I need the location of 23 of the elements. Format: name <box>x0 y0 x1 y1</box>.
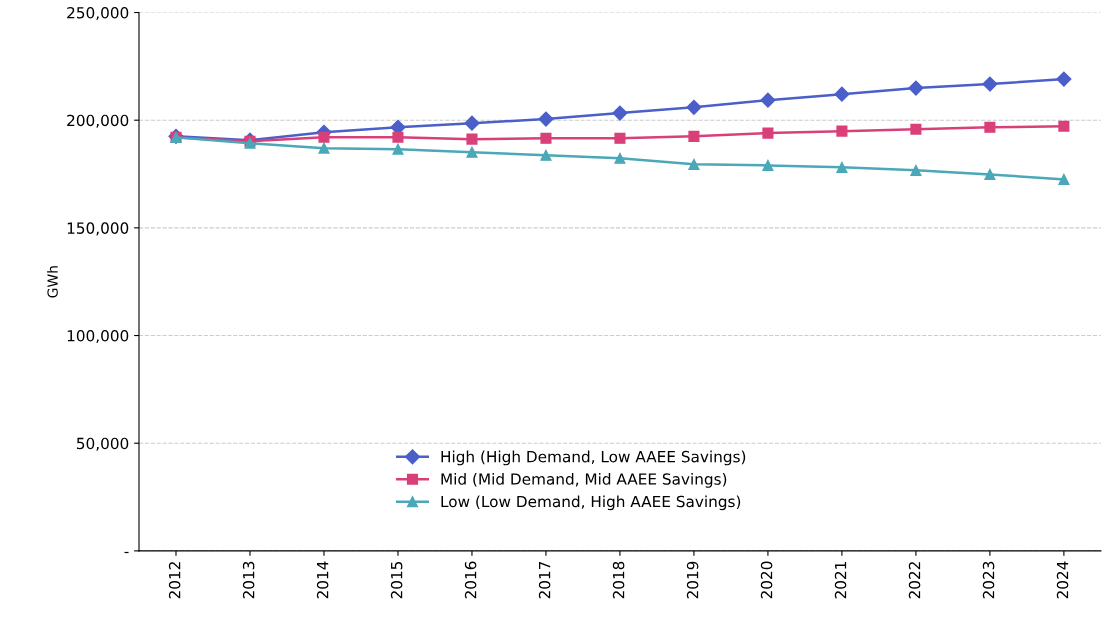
x-tick-label: 2015 <box>390 561 403 599</box>
x-tick-label: 2016 <box>464 561 477 599</box>
x-tick-label: 2024 <box>1056 561 1069 599</box>
legend-label: Mid (Mid Demand, Mid AAEE Savings) <box>441 473 727 488</box>
y-tick-label: 100,000 <box>67 330 129 344</box>
y-axis-title: GWh <box>47 266 58 298</box>
legend-label: High (High Demand, Low AAEE Savings) <box>441 450 746 466</box>
x-tick-label: 2020 <box>760 561 773 599</box>
x-tick-label: 2022 <box>908 562 921 599</box>
y-tick-label: 250,000 <box>67 6 129 21</box>
x-tick-label: 2017 <box>538 561 551 599</box>
legend-label: Low (Low Demand, High AAEE Savings) <box>441 495 741 511</box>
y-tick-label: 50,000 <box>77 437 129 451</box>
y-tick-label: - <box>124 551 129 554</box>
y-tick-label: 150,000 <box>67 222 129 236</box>
x-tick-label: 2023 <box>982 561 995 599</box>
x-tick-label: 2014 <box>316 561 329 599</box>
x-tick-label: 2019 <box>686 561 699 599</box>
x-tick-label: 2012 <box>168 562 181 599</box>
x-tick-label: 2013 <box>242 561 255 599</box>
y-tick-label: 200,000 <box>67 114 129 128</box>
x-tick-label: 2018 <box>612 561 625 599</box>
x-tick-label: 2021 <box>834 562 847 599</box>
